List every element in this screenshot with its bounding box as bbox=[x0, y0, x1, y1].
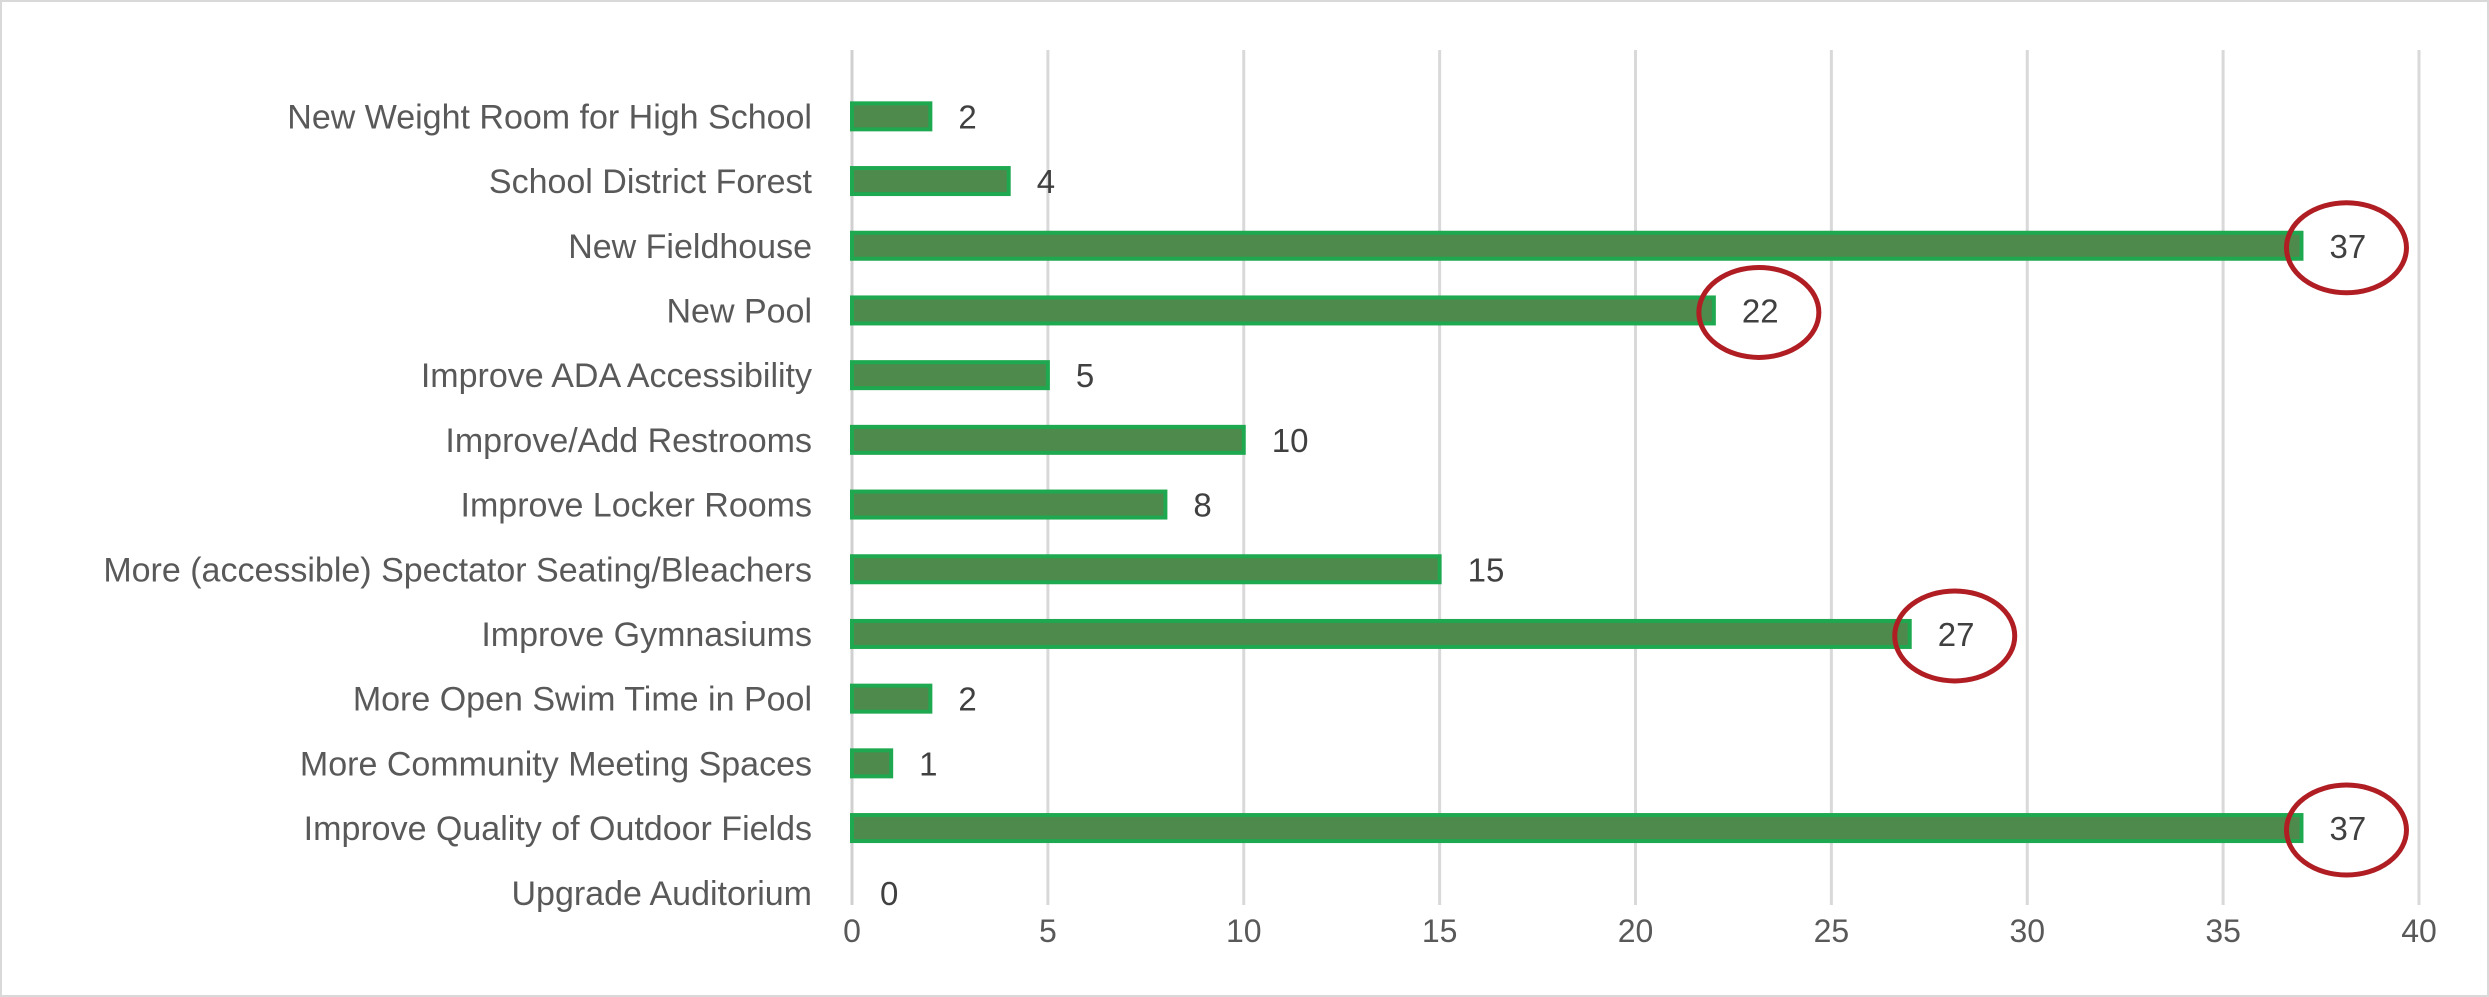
x-tick-label: 30 bbox=[2009, 913, 2045, 949]
bar bbox=[850, 683, 933, 714]
x-tick-label: 10 bbox=[1226, 913, 1262, 949]
category-label: Improve Locker Rooms bbox=[461, 487, 812, 525]
bar bbox=[850, 166, 1011, 197]
category-label: More (accessible) Spectator Seating/Blea… bbox=[103, 551, 812, 589]
bar bbox=[850, 360, 1050, 391]
category-label: More Open Swim Time in Pool bbox=[353, 681, 812, 719]
data-label: 15 bbox=[1468, 551, 1505, 588]
bar bbox=[850, 554, 1442, 585]
category-label: New Pool bbox=[666, 292, 812, 330]
data-label: 2 bbox=[958, 681, 976, 718]
data-label: 27 bbox=[1938, 616, 1975, 653]
bar bbox=[850, 101, 933, 132]
highlight-circles bbox=[1696, 200, 2409, 878]
category-label: New Weight Room for High School bbox=[287, 98, 812, 136]
data-label: 2 bbox=[958, 98, 976, 135]
bar bbox=[850, 813, 2304, 844]
data-label: 8 bbox=[1193, 487, 1211, 524]
highlight-circle bbox=[2283, 200, 2409, 296]
data-label: 37 bbox=[2329, 810, 2366, 847]
data-label: 22 bbox=[1742, 292, 1779, 329]
x-tick-label: 35 bbox=[2205, 913, 2241, 949]
category-label: More Community Meeting Spaces bbox=[300, 745, 812, 783]
bar bbox=[850, 618, 1912, 649]
category-label: New Fieldhouse bbox=[568, 228, 812, 266]
x-tick-label: 5 bbox=[1039, 913, 1057, 949]
bar bbox=[850, 748, 894, 779]
bar bbox=[850, 230, 2304, 261]
data-label: 0 bbox=[880, 875, 898, 912]
category-label: School District Forest bbox=[489, 163, 813, 201]
category-label: Improve/Add Restrooms bbox=[445, 422, 812, 460]
x-tick-label: 25 bbox=[1814, 913, 1850, 949]
bar bbox=[850, 295, 1716, 326]
bar bbox=[850, 489, 1168, 520]
data-label: 10 bbox=[1272, 422, 1309, 459]
category-label: Improve ADA Accessibility bbox=[421, 357, 812, 395]
data-label: 4 bbox=[1037, 163, 1055, 200]
highlight-circle bbox=[1892, 588, 2018, 684]
data-label: 5 bbox=[1076, 357, 1094, 394]
x-tick-label: 40 bbox=[2401, 913, 2437, 949]
highlight-circle bbox=[2283, 782, 2409, 878]
x-tick-label: 0 bbox=[843, 913, 861, 949]
x-tick-label: 15 bbox=[1422, 913, 1458, 949]
category-label: Upgrade Auditorium bbox=[511, 875, 812, 913]
data-label: 1 bbox=[919, 745, 937, 782]
data-label: 37 bbox=[2329, 228, 2366, 265]
gridlines bbox=[850, 50, 2421, 905]
category-label: Improve Gymnasiums bbox=[481, 616, 812, 654]
bar bbox=[850, 424, 1246, 455]
highlight-circle bbox=[1696, 264, 1822, 360]
bars bbox=[850, 101, 2304, 844]
x-tick-label: 20 bbox=[1618, 913, 1654, 949]
category-label: Improve Quality of Outdoor Fields bbox=[304, 810, 812, 848]
